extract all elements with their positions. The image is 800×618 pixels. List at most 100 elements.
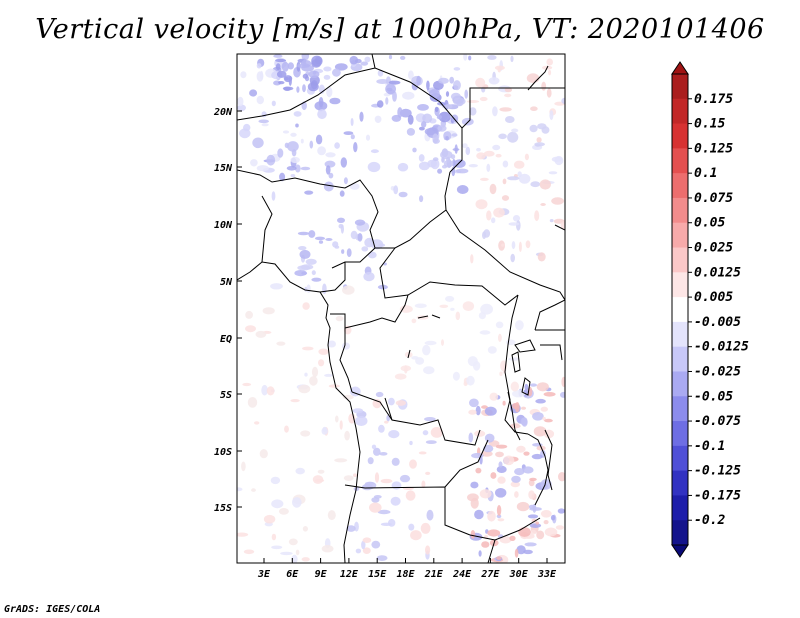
lon-tick-label: 6E <box>286 569 299 580</box>
shading-patch <box>308 230 316 238</box>
shading-patch <box>494 65 505 71</box>
shading-patch <box>377 509 391 515</box>
shading-patch <box>411 318 417 324</box>
shading-patch <box>541 81 547 91</box>
shading-patch <box>373 495 382 499</box>
shading-patch <box>465 146 471 156</box>
shading-patch <box>400 55 406 60</box>
shading-patch <box>380 478 393 484</box>
shading-patch <box>353 142 358 153</box>
shading-patch <box>343 475 354 481</box>
shading-patch <box>518 173 531 184</box>
shading-patch <box>290 399 300 403</box>
colorbar-label: 0.1 <box>694 166 717 181</box>
shading-patch <box>399 108 412 118</box>
shading-patch <box>488 77 500 85</box>
lat-tick-label: 5N <box>220 277 233 288</box>
shading-patch <box>450 307 455 311</box>
shading-patch <box>295 467 305 475</box>
shading-patch <box>324 160 336 168</box>
shading-patch <box>533 426 547 437</box>
shading-patch <box>317 146 326 156</box>
shading-patch <box>531 518 537 523</box>
shading-patch <box>560 221 565 230</box>
grads-credit: GrADS: IGES/COLA <box>4 604 101 615</box>
shading-patch <box>332 68 341 77</box>
lon-tick-label: 18E <box>396 569 415 580</box>
shading-patch <box>298 246 307 251</box>
shading-patch <box>343 131 354 136</box>
shading-patch <box>548 171 558 175</box>
shading-patch <box>489 392 499 401</box>
shading-patch <box>346 248 352 257</box>
shading-patch <box>463 54 468 61</box>
shading-patch <box>421 121 427 128</box>
shading-patch <box>372 399 382 409</box>
shading-patch <box>561 376 565 387</box>
lat-tick-label: EQ <box>220 334 232 345</box>
shading-patch <box>283 86 291 92</box>
shading-patch <box>352 408 364 414</box>
colorbar-swatch <box>672 346 688 372</box>
shading-patch <box>555 525 565 530</box>
shading-patch <box>497 476 506 484</box>
shading-patch <box>397 162 409 172</box>
shading-patch <box>405 490 416 501</box>
shading-patch <box>475 77 486 88</box>
shading-patch <box>530 181 541 188</box>
shading-patch <box>509 423 521 429</box>
shading-patch <box>468 55 472 61</box>
shading-patch <box>438 111 451 123</box>
colorbar-label: -0.175 <box>694 488 741 503</box>
shading-patch <box>487 529 501 537</box>
shading-patch <box>258 119 270 124</box>
shading-patch <box>502 178 507 185</box>
shading-patch <box>479 96 488 102</box>
shading-patch <box>518 241 522 252</box>
shading-patch <box>237 96 244 107</box>
shading-patch <box>286 166 297 171</box>
shading-patch <box>243 549 255 555</box>
shading-patch <box>504 87 513 93</box>
shading-patch <box>489 183 497 195</box>
shading-patch <box>266 386 275 396</box>
shading-patch <box>443 131 452 141</box>
shading-patch <box>475 405 481 416</box>
colorbar-label: -0.1 <box>694 439 725 454</box>
shading-patch <box>421 480 426 489</box>
shading-patch <box>314 101 328 111</box>
lon-tick-label: 24E <box>452 569 472 580</box>
shading-patch <box>317 469 325 474</box>
colorbar-swatch <box>672 445 688 472</box>
shading-patch <box>390 496 401 506</box>
colorbar-swatch <box>672 470 688 496</box>
shading-patch <box>334 245 340 249</box>
shading-patch <box>539 179 551 190</box>
shading-patch <box>364 56 371 63</box>
shading-patch <box>452 148 460 151</box>
shading-patch <box>507 176 520 181</box>
shading-patch <box>260 70 264 80</box>
shading-patch <box>282 130 290 134</box>
shading-patch <box>516 445 526 453</box>
shading-patch <box>436 115 442 120</box>
colorbar-label: 0.0125 <box>694 265 741 280</box>
shading-patch <box>528 504 536 509</box>
shading-patch <box>385 97 389 105</box>
shading-patch <box>361 483 373 491</box>
shading-patch <box>308 70 320 79</box>
shading-patch <box>343 177 348 185</box>
shading-patch <box>334 458 348 463</box>
shading-patch <box>516 501 530 512</box>
shading-patch <box>321 545 334 553</box>
colorbar-label: -0.075 <box>694 414 741 429</box>
shading-patch <box>544 418 553 423</box>
lon-tick-label: 21E <box>424 569 444 580</box>
shading-patch <box>424 417 436 422</box>
colorbar-max-triangle <box>671 61 689 75</box>
shading-patch <box>445 136 449 141</box>
shading-patch <box>262 307 275 315</box>
shading-patch <box>462 143 468 149</box>
shading-patch <box>529 124 538 133</box>
shading-patch <box>486 210 492 221</box>
